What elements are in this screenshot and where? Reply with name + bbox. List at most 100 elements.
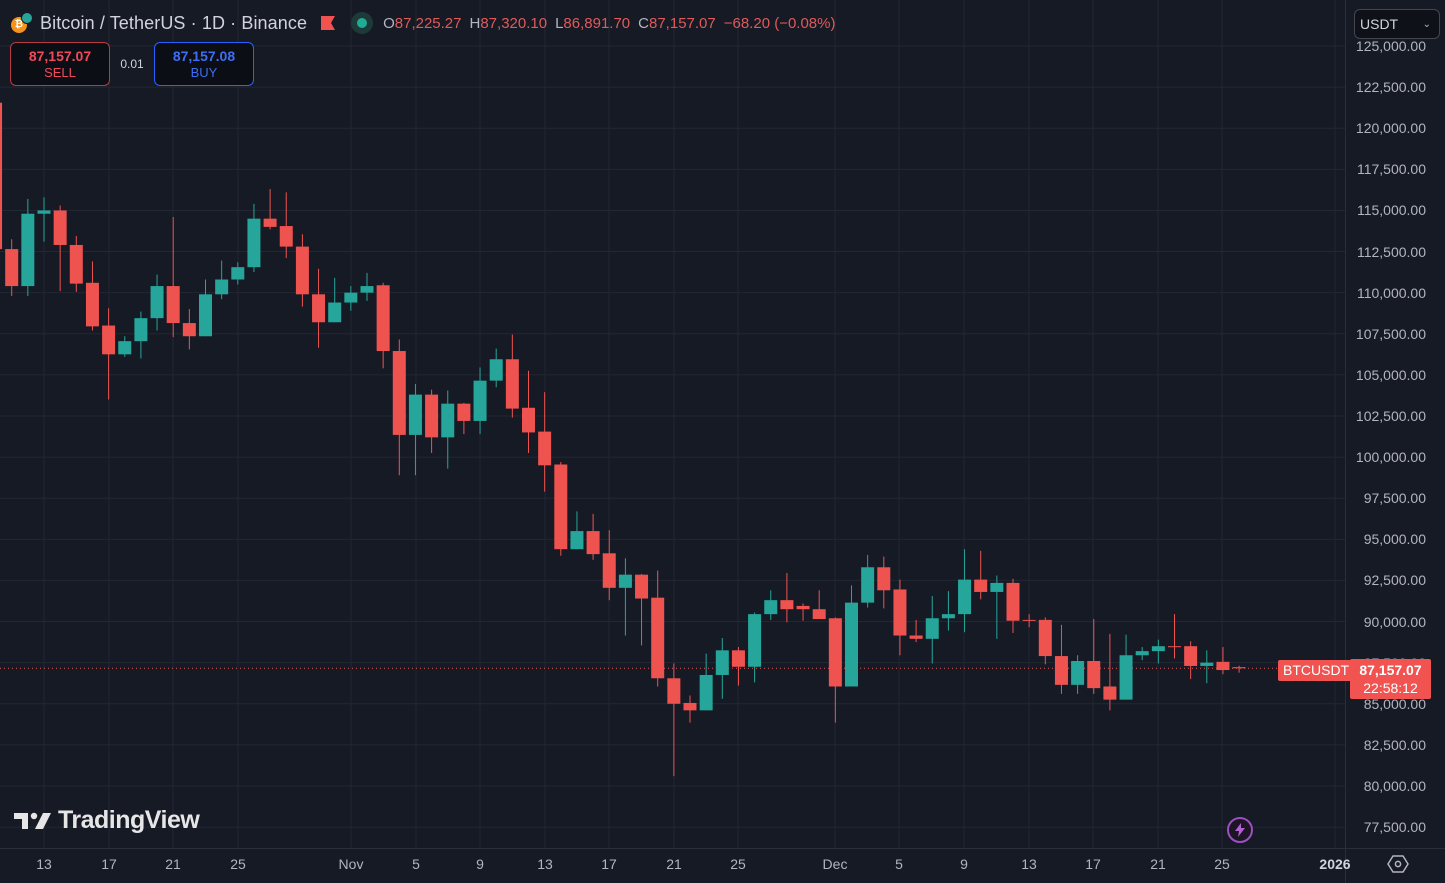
candle[interactable] — [102, 308, 116, 400]
time-axis-label: 17 — [101, 856, 117, 872]
candle[interactable] — [1038, 617, 1052, 665]
candle[interactable] — [1200, 650, 1214, 684]
candle[interactable] — [328, 277, 342, 323]
candle[interactable] — [1135, 647, 1149, 661]
candle[interactable] — [37, 197, 51, 242]
candle[interactable] — [748, 612, 762, 683]
flag-icon[interactable] — [321, 16, 336, 30]
candle[interactable] — [667, 663, 681, 777]
price-axis-label: 112,500.00 — [1356, 243, 1426, 260]
candle[interactable] — [85, 261, 99, 331]
currency-select[interactable]: USDT ⌄ — [1354, 9, 1440, 39]
candle[interactable] — [473, 367, 487, 435]
candle[interactable] — [683, 695, 697, 723]
candle[interactable] — [312, 268, 326, 348]
candle[interactable] — [118, 336, 132, 357]
candle[interactable] — [1006, 578, 1020, 634]
candle[interactable] — [247, 203, 261, 273]
candle[interactable] — [53, 205, 67, 292]
candle[interactable] — [941, 591, 955, 631]
candle[interactable] — [1022, 614, 1036, 628]
candle[interactable] — [408, 383, 422, 476]
candle[interactable] — [457, 402, 471, 435]
candle[interactable] — [651, 570, 665, 687]
candle[interactable] — [828, 617, 842, 723]
candle[interactable] — [925, 596, 939, 664]
candle[interactable] — [715, 637, 729, 699]
tradingview-wordmark: TradingView — [58, 806, 200, 834]
candle[interactable] — [1103, 633, 1117, 711]
tradingview-logo[interactable]: TradingView — [14, 806, 200, 835]
candle[interactable] — [861, 554, 875, 608]
candle[interactable] — [974, 550, 988, 600]
candle[interactable] — [279, 192, 293, 259]
candle[interactable] — [618, 558, 632, 636]
candle[interactable] — [602, 530, 616, 601]
candle[interactable] — [215, 260, 229, 300]
candle[interactable] — [1054, 624, 1068, 694]
candle[interactable] — [69, 235, 83, 292]
high-label: H — [469, 14, 481, 32]
candle[interactable] — [199, 279, 212, 337]
candle[interactable] — [1232, 665, 1246, 673]
candle[interactable] — [570, 511, 584, 550]
candle[interactable] — [263, 189, 277, 230]
candle[interactable] — [764, 590, 778, 620]
candle[interactable] — [1216, 647, 1230, 675]
candle[interactable] — [958, 549, 972, 633]
candle[interactable] — [1071, 655, 1085, 694]
candle[interactable] — [909, 619, 923, 643]
candle[interactable] — [522, 370, 535, 453]
candle[interactable] — [554, 462, 568, 556]
candle[interactable] — [1087, 619, 1101, 694]
candle[interactable] — [893, 579, 907, 656]
candle[interactable] — [586, 513, 600, 560]
buy-button[interactable]: 87,157.08 BUY — [154, 42, 254, 86]
candle[interactable] — [877, 556, 891, 609]
sell-price: 87,157.07 — [28, 48, 92, 64]
candle[interactable] — [990, 575, 1004, 639]
time-axis-label: 13 — [1021, 856, 1037, 872]
sell-button[interactable]: 87,157.07 SELL — [10, 42, 110, 86]
candle[interactable] — [376, 282, 390, 369]
candle[interactable] — [635, 573, 649, 646]
candle[interactable] — [182, 309, 196, 350]
market-status-icon[interactable] — [351, 12, 374, 34]
candle[interactable] — [1119, 634, 1133, 700]
candle[interactable] — [231, 262, 245, 285]
candle[interactable] — [1184, 641, 1198, 680]
candle[interactable] — [441, 390, 455, 469]
price-axis-label: 82,500.00 — [1363, 736, 1426, 753]
candle[interactable] — [166, 217, 180, 338]
candle[interactable] — [731, 647, 745, 686]
candle[interactable] — [5, 239, 19, 296]
candle[interactable] — [505, 334, 519, 418]
candle[interactable] — [845, 585, 858, 687]
candle[interactable] — [425, 389, 439, 453]
candle[interactable] — [0, 94, 3, 250]
candle[interactable] — [21, 198, 35, 296]
candle[interactable] — [344, 286, 358, 311]
candle[interactable] — [796, 603, 810, 621]
price-axis-label: 125,000.00 — [1355, 38, 1426, 54]
candle[interactable] — [1151, 639, 1165, 664]
candle[interactable] — [1168, 614, 1181, 659]
candle[interactable] — [134, 311, 148, 359]
candle[interactable] — [780, 573, 794, 623]
candle[interactable] — [150, 274, 164, 331]
candle[interactable] — [812, 590, 826, 620]
symbol-title[interactable]: Bitcoin / TetherUS · 1D · Binance — [40, 12, 308, 33]
candle[interactable] — [360, 272, 374, 301]
price-axis-label: 105,000.00 — [1355, 366, 1426, 383]
chart-settings-icon[interactable] — [1387, 853, 1409, 875]
price-axis-label: 95,000.00 — [1363, 531, 1426, 548]
candle[interactable] — [699, 653, 713, 711]
candle[interactable] — [538, 392, 552, 492]
time-axis-label: 25 — [230, 856, 246, 872]
candle[interactable] — [392, 339, 406, 476]
candle[interactable] — [295, 234, 309, 307]
lightning-icon[interactable] — [1227, 817, 1253, 843]
time-axis-label: 25 — [1214, 856, 1230, 872]
candle[interactable] — [489, 348, 503, 388]
